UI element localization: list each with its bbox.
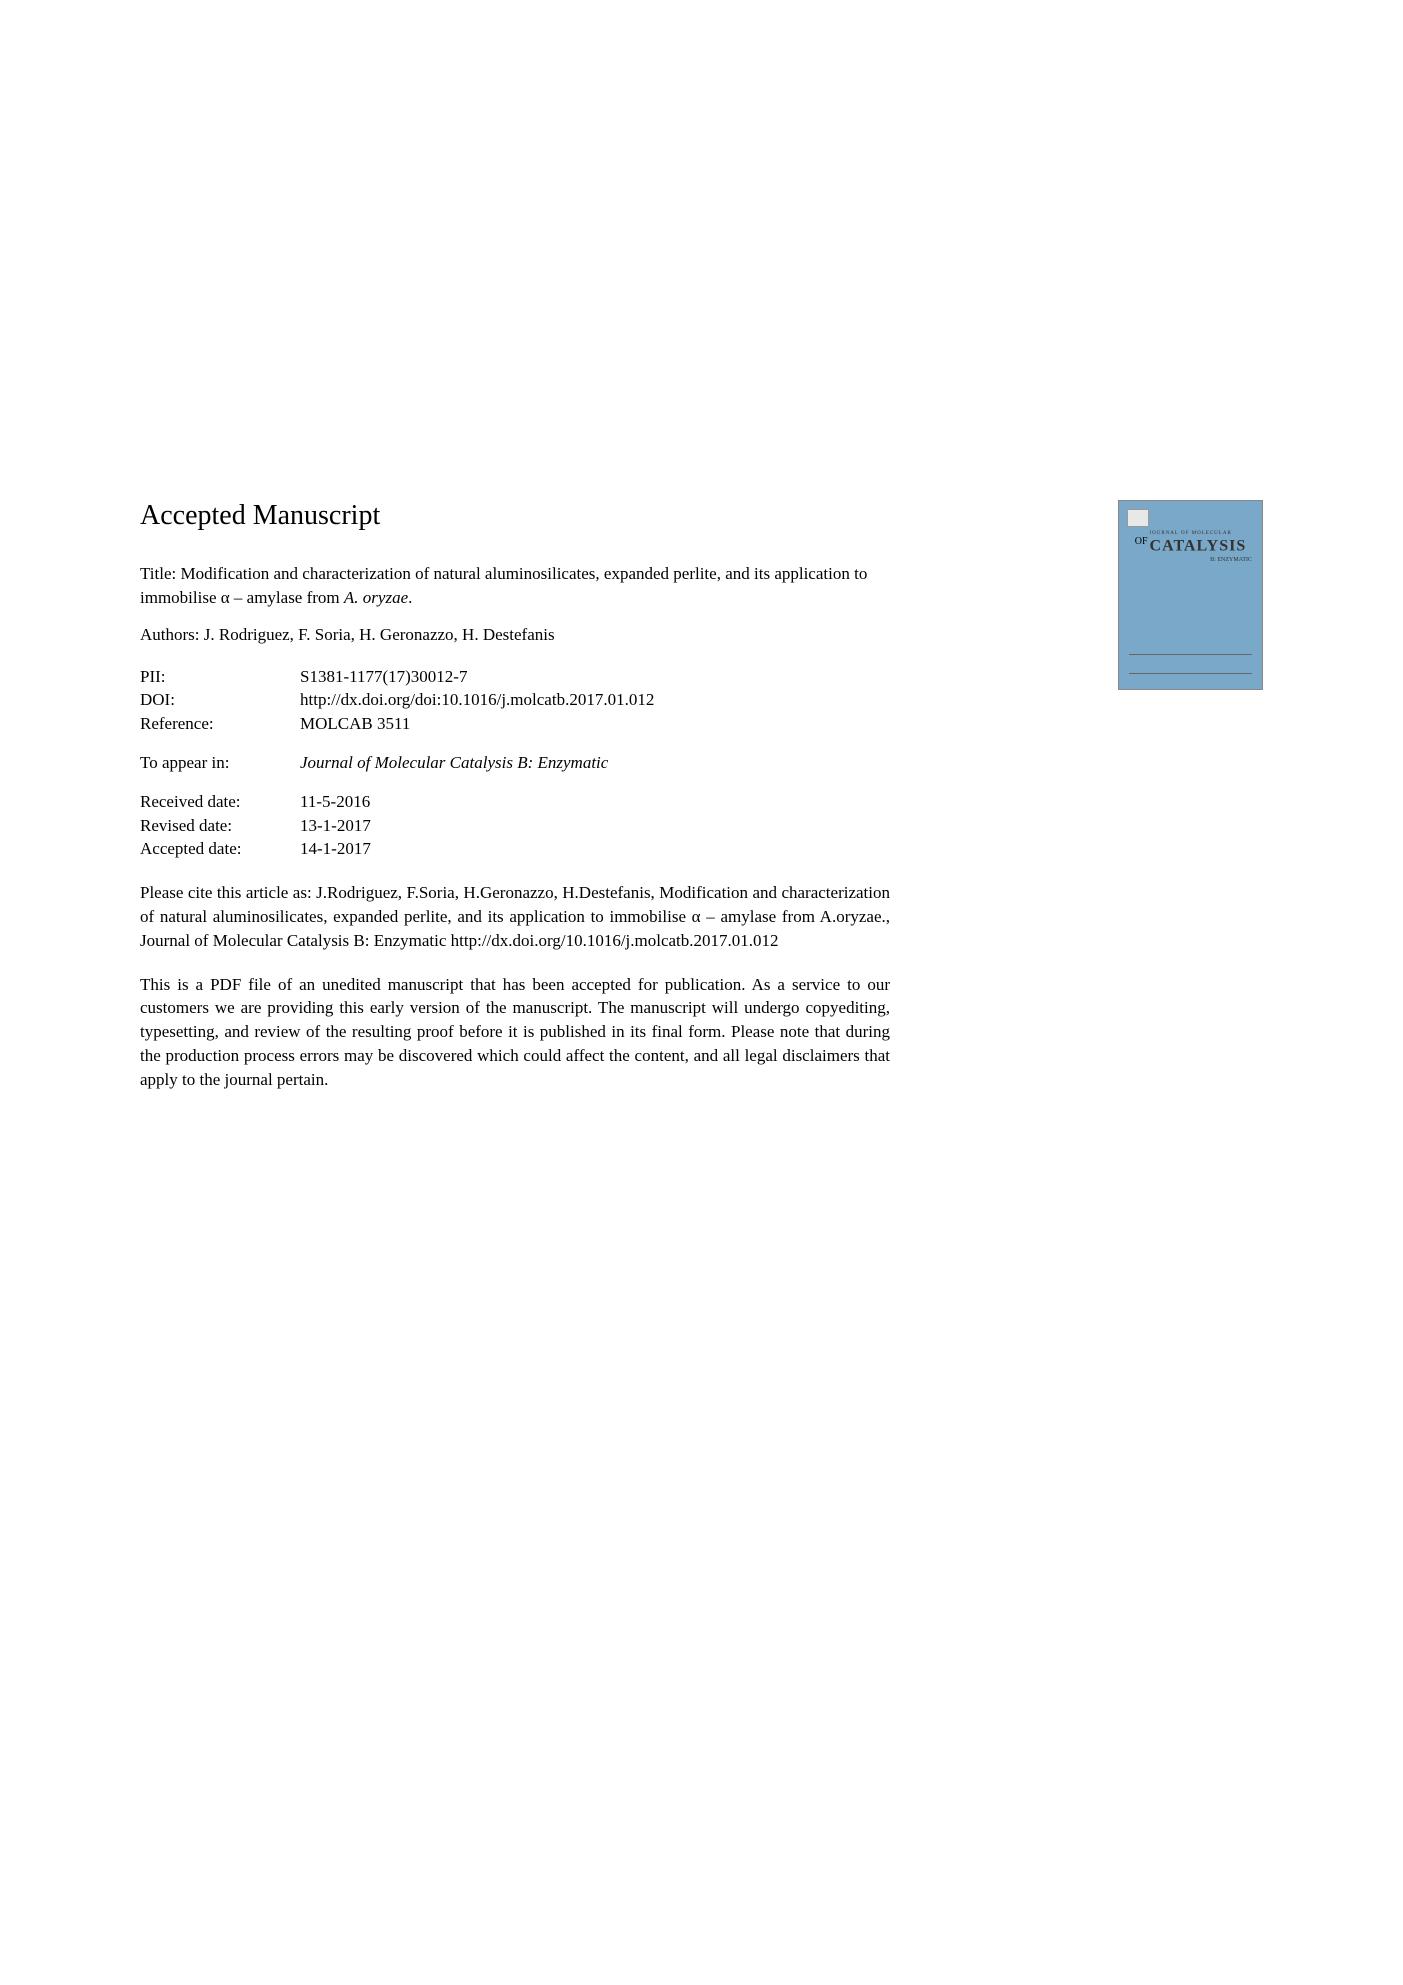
doi-value: http://dx.doi.org/doi:10.1016/j.molcatb.…	[300, 688, 890, 712]
title-prefix: Title: Modification and characterization…	[140, 564, 867, 607]
metadata-received-row: Received date: 11-5-2016	[140, 790, 890, 814]
pii-label: PII:	[140, 665, 300, 689]
cover-subtitle: B: ENZYMATIC	[1119, 557, 1262, 563]
revised-label: Revised date:	[140, 814, 300, 838]
citation-text: Please cite this article as: J.Rodriguez…	[140, 881, 890, 952]
cover-of-text: OF	[1135, 536, 1148, 547]
cover-title-area: JOURNAL OF MOLECULAR OFCATALYSIS B: ENZY…	[1119, 531, 1262, 563]
doi-label: DOI:	[140, 688, 300, 712]
metadata-pii-row: PII: S1381-1177(17)30012-7	[140, 665, 890, 689]
revised-value: 13-1-2017	[300, 814, 890, 838]
pii-value: S1381-1177(17)30012-7	[300, 665, 890, 689]
metadata-doi-row: DOI: http://dx.doi.org/doi:10.1016/j.mol…	[140, 688, 890, 712]
title-species: A. oryzae	[344, 588, 408, 607]
metadata-accepted-row: Accepted date: 14-1-2017	[140, 837, 890, 861]
cover-catalysis-text: CATALYSIS	[1150, 537, 1247, 554]
cover-logo-box	[1127, 509, 1149, 527]
appear-value: Journal of Molecular Catalysis B: Enzyma…	[300, 751, 890, 775]
accepted-label: Accepted date:	[140, 837, 300, 861]
received-value: 11-5-2016	[300, 790, 890, 814]
accepted-value: 14-1-2017	[300, 837, 890, 861]
journal-cover-thumbnail: JOURNAL OF MOLECULAR OFCATALYSIS B: ENZY…	[1118, 500, 1263, 690]
metadata-appear-row: To appear in: Journal of Molecular Catal…	[140, 751, 890, 775]
title-suffix: .	[408, 588, 412, 607]
manuscript-content: Accepted Manuscript Title: Modification …	[140, 500, 890, 1092]
disclaimer-text: This is a PDF file of an unedited manusc…	[140, 973, 890, 1092]
accepted-manuscript-heading: Accepted Manuscript	[140, 500, 890, 532]
cover-main-title: OFCATALYSIS	[1119, 536, 1262, 555]
reference-label: Reference:	[140, 712, 300, 736]
received-label: Received date:	[140, 790, 300, 814]
manuscript-authors: Authors: J. Rodriguez, F. Soria, H. Gero…	[140, 625, 890, 645]
metadata-table: PII: S1381-1177(17)30012-7 DOI: http://d…	[140, 665, 890, 862]
cover-inner: JOURNAL OF MOLECULAR OFCATALYSIS B: ENZY…	[1119, 501, 1262, 689]
metadata-revised-row: Revised date: 13-1-2017	[140, 814, 890, 838]
manuscript-title: Title: Modification and characterization…	[140, 562, 890, 610]
cover-bottom-section	[1129, 654, 1252, 674]
appear-label: To appear in:	[140, 751, 300, 775]
metadata-reference-row: Reference: MOLCAB 3511	[140, 712, 890, 736]
reference-value: MOLCAB 3511	[300, 712, 890, 736]
